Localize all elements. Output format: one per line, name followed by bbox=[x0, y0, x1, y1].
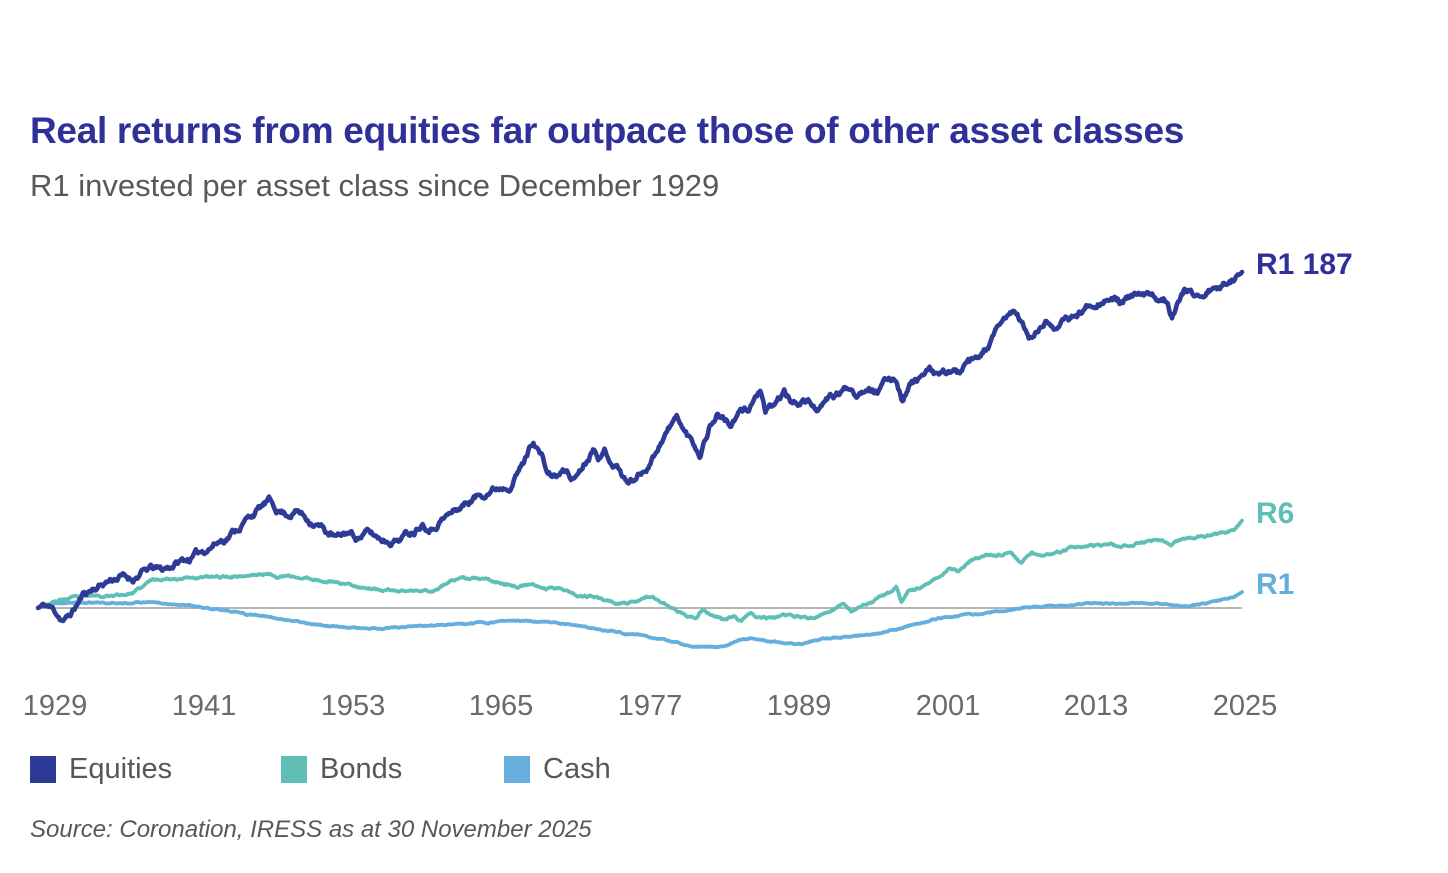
cash-line bbox=[36, 590, 1244, 650]
x-tick-label: 1965 bbox=[468, 690, 534, 722]
x-tick-label: 2013 bbox=[1063, 690, 1129, 722]
x-tick-label: 1953 bbox=[320, 690, 386, 722]
equities-line bbox=[35, 269, 1245, 624]
source-note: Source: Coronation, IRESS as at 30 Novem… bbox=[30, 816, 592, 843]
bonds-end-label: R6 bbox=[1256, 497, 1295, 530]
equities-swatch-icon bbox=[30, 756, 56, 783]
x-tick-label: 1941 bbox=[171, 690, 237, 722]
x-tick-label: 1929 bbox=[22, 690, 88, 722]
legend-label-bonds: Bonds bbox=[320, 753, 403, 785]
bonds-swatch-icon bbox=[281, 756, 307, 783]
legend-item-equities: Equities bbox=[30, 753, 172, 786]
cash-swatch-icon bbox=[504, 756, 530, 783]
chart-subtitle: R1 invested per asset class since Decemb… bbox=[30, 168, 720, 203]
cash-end-label: R1 bbox=[1256, 568, 1295, 601]
legend-label-equities: Equities bbox=[69, 753, 173, 785]
x-tick-label: 2025 bbox=[1212, 690, 1278, 722]
equities-end-label: R1 187 bbox=[1256, 248, 1353, 281]
legend-item-bonds: Bonds bbox=[281, 753, 402, 786]
x-tick-label: 2001 bbox=[915, 690, 981, 722]
legend-label-cash: Cash bbox=[543, 753, 611, 785]
legend-item-cash: Cash bbox=[504, 753, 611, 786]
bonds-line bbox=[36, 518, 1244, 623]
x-tick-label: 1989 bbox=[766, 690, 832, 722]
chart-title: Real returns from equities far outpace t… bbox=[30, 110, 1185, 151]
x-tick-label: 1977 bbox=[617, 690, 683, 722]
